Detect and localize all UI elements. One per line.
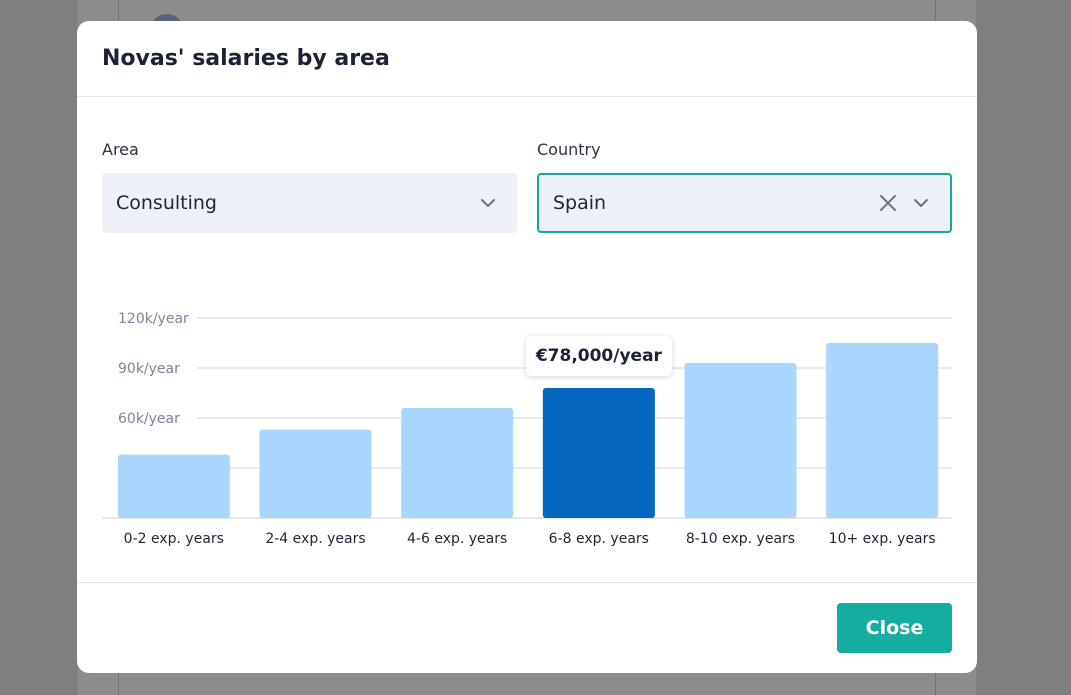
y-tick-label: 120k/year [118,311,189,327]
filters: Area Consulting Country Spain [102,140,952,233]
modal-header: Novas' salaries by area [77,21,977,97]
x-tick-label: 8-10 exp. years [686,531,795,547]
close-button[interactable]: Close [837,603,952,653]
y-tick-label: 60k/year [118,411,180,427]
clear-icon[interactable] [878,193,898,213]
x-tick-label: 4-6 exp. years [407,531,507,547]
country-select[interactable]: Spain [537,173,952,233]
area-field: Area Consulting [102,140,517,233]
country-field: Country Spain [537,140,952,233]
chevron-down-icon[interactable] [479,194,497,212]
bar-4[interactable] [684,363,797,518]
area-select[interactable]: Consulting [102,173,517,233]
bar-2[interactable] [401,408,514,518]
country-value: Spain [553,192,607,214]
salaries-modal: Novas' salaries by area Area Consulting … [77,21,977,673]
bar-0[interactable] [117,454,230,518]
bar-3[interactable] [542,388,655,518]
area-value: Consulting [116,192,217,214]
x-tick-label: 2-4 exp. years [265,531,365,547]
area-label: Area [102,140,139,159]
bar-5[interactable] [826,343,939,518]
bar-1[interactable] [259,429,372,518]
x-tick-label: 6-8 exp. years [549,531,649,547]
x-tick-label: 10+ exp. years [829,531,936,547]
y-tick-label: 90k/year [118,361,180,377]
chevron-down-icon[interactable] [912,194,930,212]
x-tick-label: 0-2 exp. years [124,531,224,547]
modal-title: Novas' salaries by area [102,46,390,71]
bar-tooltip: €78,000/year [525,336,672,376]
country-label: Country [537,140,601,159]
modal-footer: Close [77,582,977,673]
